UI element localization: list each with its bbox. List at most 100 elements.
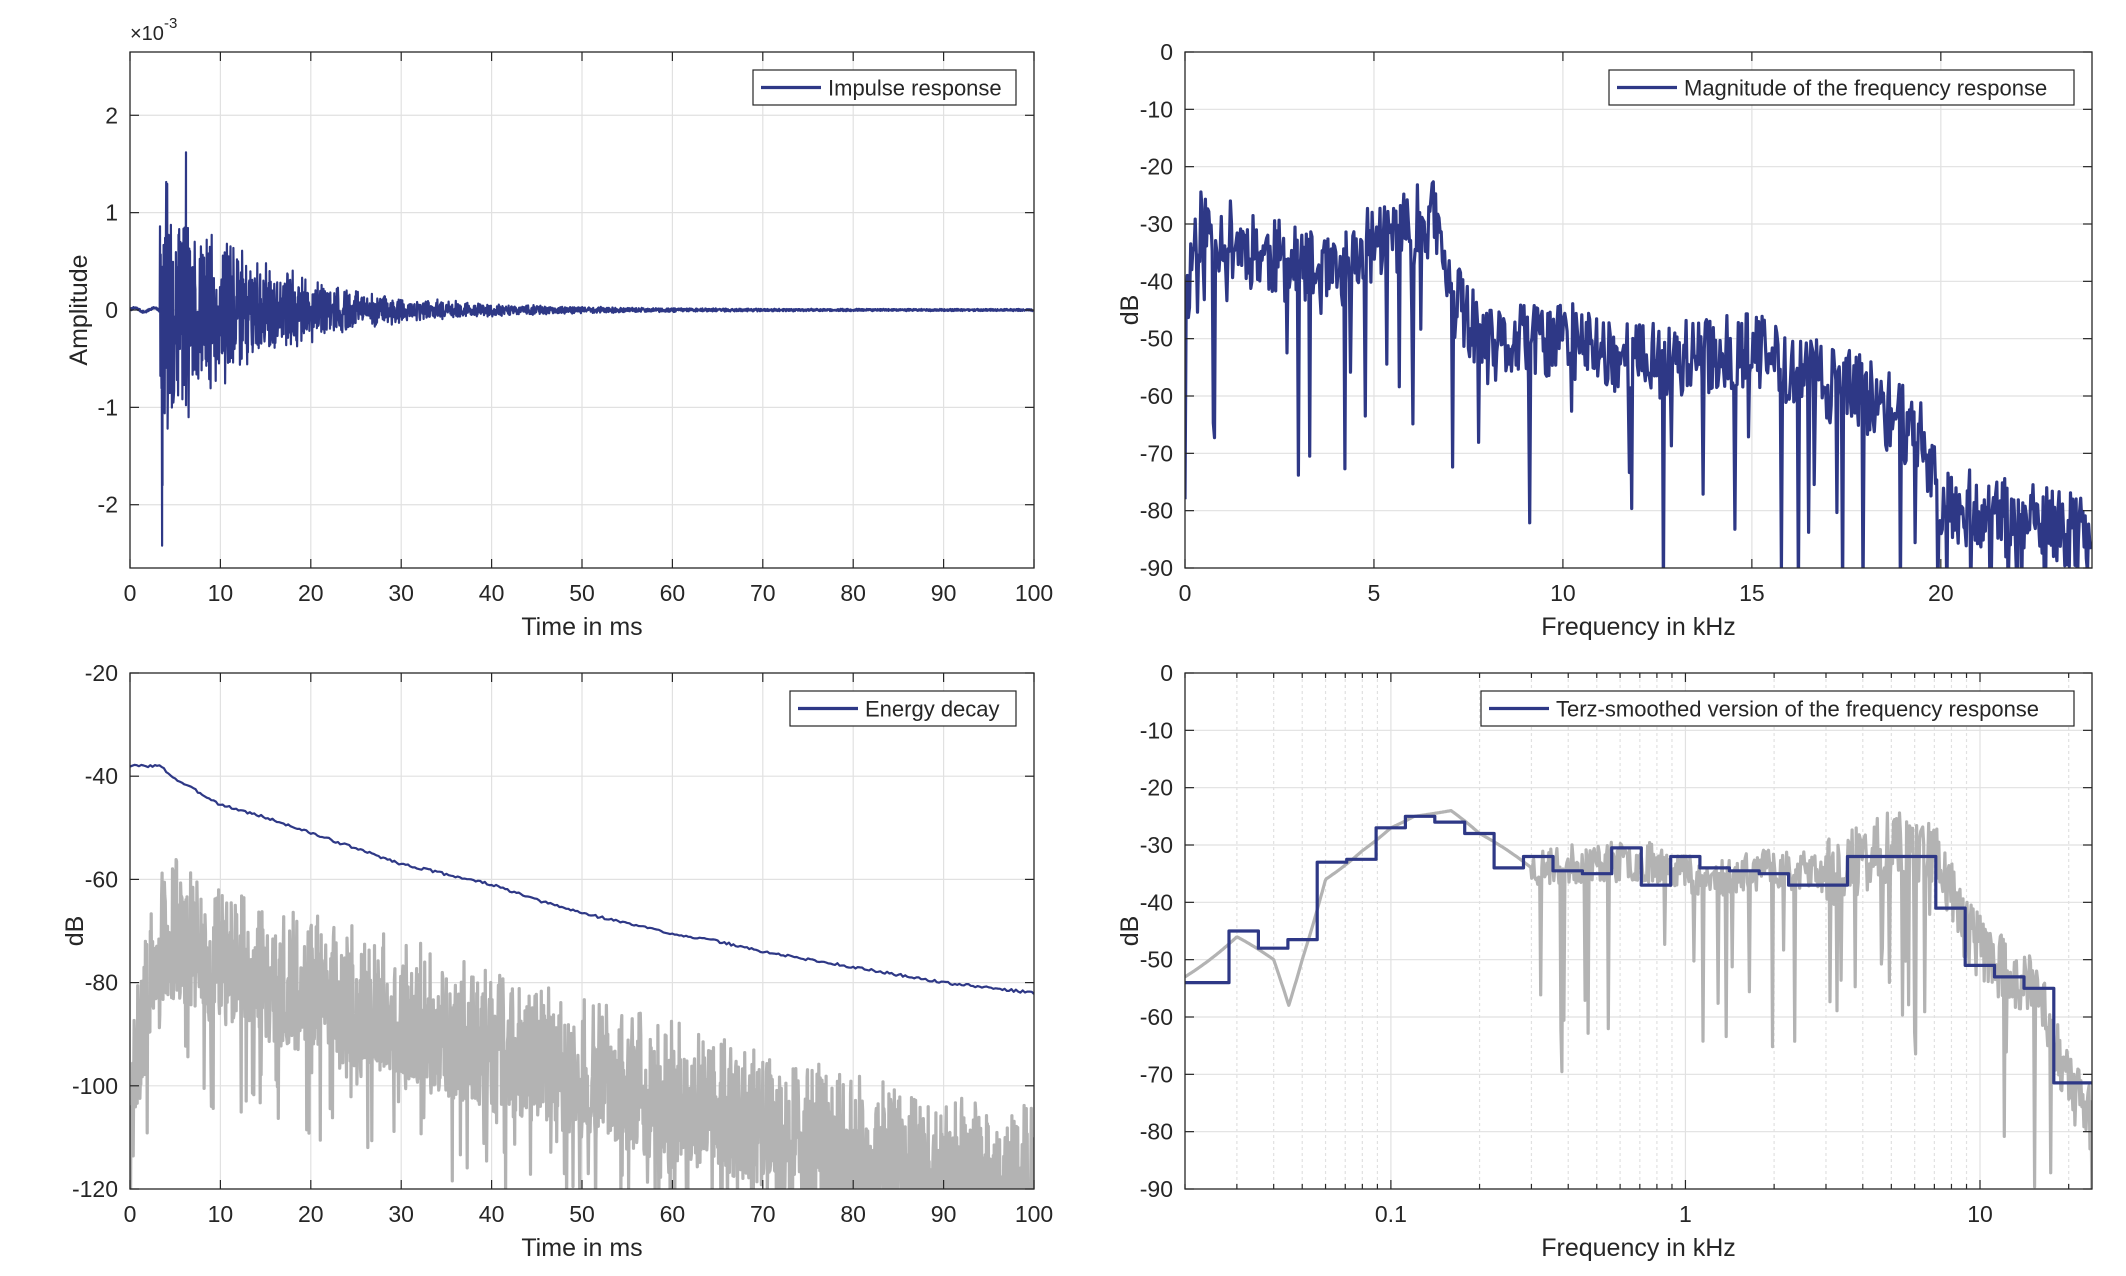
legend-label: Magnitude of the frequency response bbox=[1684, 76, 2047, 101]
y-tick-label: -60 bbox=[1140, 1004, 1173, 1030]
x-tick-label: 0.1 bbox=[1375, 1201, 1407, 1227]
series-line bbox=[1185, 180, 2092, 568]
y-tick-label: -120 bbox=[72, 1176, 118, 1202]
axes-box bbox=[1184, 51, 2093, 569]
x-tick-label: 100 bbox=[1015, 580, 1053, 606]
y-tick-label: 1 bbox=[105, 200, 118, 226]
x-tick-label: 100 bbox=[1015, 1201, 1053, 1227]
x-tick-label: 50 bbox=[569, 1201, 595, 1227]
legend: Energy decay bbox=[789, 690, 1017, 727]
plot-series bbox=[1185, 809, 2092, 1189]
axis-exponent-power: -3 bbox=[164, 15, 177, 32]
ticks bbox=[129, 52, 1035, 568]
y-tick-label: -40 bbox=[85, 763, 118, 789]
legend-box bbox=[1608, 69, 2075, 106]
y-tick-label: 0 bbox=[1160, 660, 1173, 686]
x-tick-label: 90 bbox=[931, 1201, 957, 1227]
y-tick-label: -50 bbox=[1140, 326, 1173, 352]
ticks bbox=[129, 672, 1035, 1190]
y-tick-label: -60 bbox=[85, 866, 118, 892]
x-tick-label: 40 bbox=[479, 1201, 505, 1227]
plot-series bbox=[1185, 180, 2092, 568]
x-tick-label: 80 bbox=[840, 1201, 866, 1227]
y-tick-label: -90 bbox=[1140, 555, 1173, 581]
x-axis-label: Time in ms bbox=[521, 1234, 642, 1262]
y-axis-label: Amplitude bbox=[65, 254, 93, 365]
y-tick-label: -80 bbox=[1140, 1119, 1173, 1145]
legend-label: Impulse response bbox=[828, 76, 1002, 101]
x-tick-label: 10 bbox=[1550, 580, 1576, 606]
legend-box bbox=[1480, 690, 2075, 727]
legend: Magnitude of the frequency response bbox=[1608, 69, 2075, 106]
y-tick-label: -20 bbox=[1140, 775, 1173, 801]
y-tick-label: -30 bbox=[1140, 832, 1173, 858]
x-tick-label: 15 bbox=[1739, 580, 1765, 606]
legend-label: Energy decay bbox=[865, 697, 1000, 722]
reference-line bbox=[1185, 809, 2092, 1189]
x-tick-label: 90 bbox=[931, 580, 957, 606]
y-tick-label: -60 bbox=[1140, 383, 1173, 409]
x-tick-label: 80 bbox=[840, 580, 866, 606]
y-tick-label: -10 bbox=[1140, 717, 1173, 743]
x-tick-label: 10 bbox=[208, 1201, 234, 1227]
y-tick-label: -1 bbox=[98, 394, 118, 420]
x-tick-label: 0 bbox=[124, 1201, 137, 1227]
reference-line bbox=[130, 858, 1034, 1189]
y-tick-label: -10 bbox=[1140, 96, 1173, 122]
x-tick-label: 10 bbox=[208, 580, 234, 606]
legend: Impulse response bbox=[752, 69, 1017, 106]
y-tick-label: -40 bbox=[1140, 889, 1173, 915]
ticks bbox=[1184, 672, 2092, 1190]
y-axis-label: dB bbox=[61, 916, 89, 947]
x-tick-label: 60 bbox=[660, 580, 686, 606]
axis-exponent-label: ×10 bbox=[130, 23, 164, 45]
magnitude-response-panel: 0 5 10 15 20 0 -10 -20 -30 -40 -50 -60 -70 -80 -90 Freq… bbox=[1116, 39, 2093, 641]
axes-box bbox=[1184, 672, 2093, 1190]
plot-series bbox=[130, 763, 1034, 1189]
y-tick-label: -20 bbox=[1140, 154, 1173, 180]
y-tick-label: 2 bbox=[105, 102, 118, 128]
y-tick-label: -40 bbox=[1140, 268, 1173, 294]
y-tick-label: -20 bbox=[85, 660, 118, 686]
x-tick-label: 50 bbox=[569, 580, 595, 606]
impulse-response-panel: 0 10 20 30 40 50 60 70 80 90 100 -2 -1 0 1 2 Time in ms A… bbox=[65, 15, 1053, 641]
terz-smoothed-panel: 0.1 1 10 0 -10 -20 -30 -40 -50 -60 -70 -80 -90 Freque… bbox=[1116, 660, 2093, 1262]
x-tick-label: 20 bbox=[298, 1201, 324, 1227]
series-line bbox=[1185, 814, 2092, 1085]
x-axis-label: Frequency in kHz bbox=[1541, 1234, 1736, 1262]
x-tick-label: 1 bbox=[1679, 1201, 1692, 1227]
y-tick-label: -90 bbox=[1140, 1176, 1173, 1202]
x-tick-label: 20 bbox=[298, 580, 324, 606]
y-tick-label: -50 bbox=[1140, 947, 1173, 973]
x-tick-label: 20 bbox=[1928, 580, 1954, 606]
legend: Terz-smoothed version of the frequency r… bbox=[1480, 690, 2075, 727]
energy-decay-panel: 0 10 20 30 40 50 60 70 80 90 100 -20 -40 -60 -80 -100 -1… bbox=[61, 660, 1053, 1262]
y-tick-label: -100 bbox=[72, 1073, 118, 1099]
legend-label: Terz-smoothed version of the frequency r… bbox=[1556, 697, 2039, 722]
plot-series bbox=[130, 151, 1034, 547]
y-tick-label: 0 bbox=[105, 297, 118, 323]
y-tick-label: -30 bbox=[1140, 211, 1173, 237]
y-tick-label: -80 bbox=[1140, 498, 1173, 524]
y-axis-label: dB bbox=[1116, 916, 1144, 947]
x-tick-label: 60 bbox=[660, 1201, 686, 1227]
y-tick-label: -70 bbox=[1140, 440, 1173, 466]
x-tick-label: 30 bbox=[388, 580, 414, 606]
x-tick-label: 40 bbox=[479, 580, 505, 606]
ticks bbox=[1184, 51, 2092, 569]
x-tick-label: 10 bbox=[1967, 1201, 1993, 1227]
y-tick-label: 0 bbox=[1160, 39, 1173, 65]
grid-lines bbox=[1185, 52, 2092, 568]
y-tick-label: -70 bbox=[1140, 1061, 1173, 1087]
x-tick-label: 0 bbox=[1179, 580, 1192, 606]
y-tick-label: -80 bbox=[85, 970, 118, 996]
x-tick-label: 0 bbox=[124, 580, 137, 606]
y-tick-label: -2 bbox=[98, 492, 118, 518]
x-tick-label: 70 bbox=[750, 580, 776, 606]
x-tick-label: 5 bbox=[1368, 580, 1381, 606]
y-axis-label: dB bbox=[1116, 295, 1144, 326]
x-tick-label: 70 bbox=[750, 1201, 776, 1227]
series-line bbox=[130, 763, 1034, 995]
x-axis-label: Time in ms bbox=[521, 613, 642, 641]
